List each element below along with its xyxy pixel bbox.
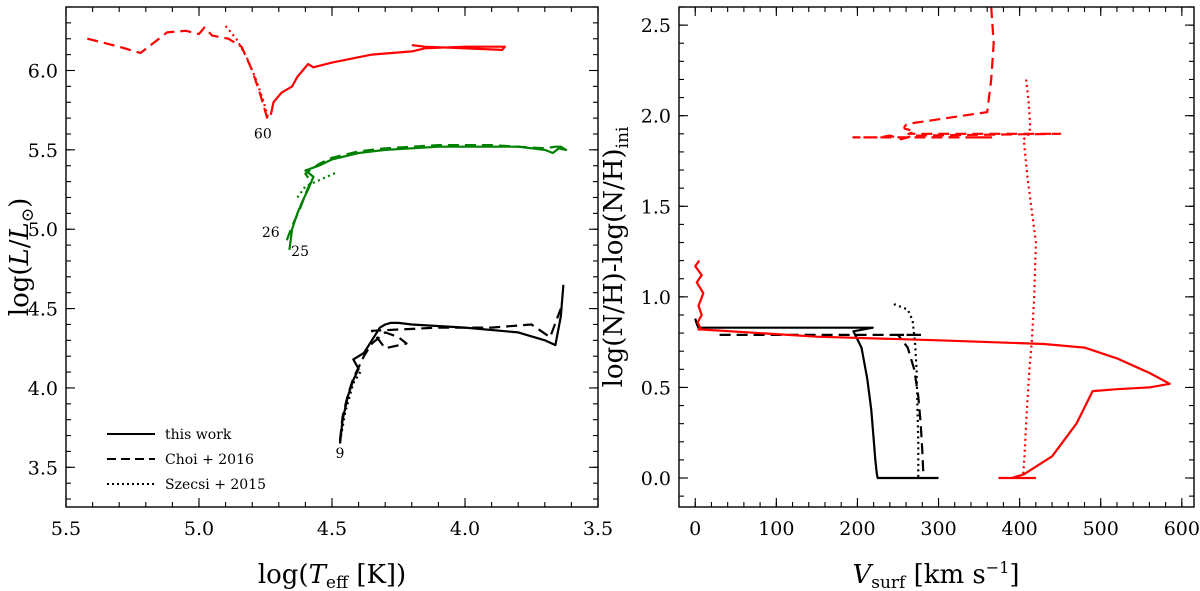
y-tick-label: 4.0 (28, 378, 58, 400)
series-9-this-work (694, 318, 939, 480)
right-y-axis-label: log(N/H)-log(N/H)ini (599, 126, 633, 387)
right-panel: 0 100 200 300 400 500 600 0.0 0.5 1.0 1.5 2.0 2.5 Vs… (599, 6, 1200, 591)
y-tick-label: 5.0 (28, 219, 58, 241)
mass-label-26: 26 (262, 225, 280, 241)
right-plot-frame (678, 6, 1195, 508)
left-plot-frame (65, 6, 599, 508)
mass-label-60: 60 (254, 127, 272, 143)
series-9-choi (719, 333, 925, 479)
y-tick-label: 1.0 (641, 287, 671, 309)
x-tick-label: 4.0 (450, 518, 480, 540)
y-tick-label: 0.0 (641, 468, 671, 490)
series-60-szecsi (1021, 79, 1038, 479)
left-mass-labels: 60 26 25 9 (254, 127, 345, 462)
y-tick-label: 3.5 (28, 457, 58, 479)
series-60-choi (87, 26, 270, 122)
y-tick-label: 2.0 (641, 106, 671, 128)
left-ticks: 5.5 5.0 4.5 4.0 3.5 3.5 4.0 4.5 5.0 5.5 6.0 (28, 6, 613, 540)
right-curves (694, 6, 1171, 480)
legend: this work Choi + 2016 Szecsi + 2015 (107, 427, 266, 493)
x-tick-label: 600 (1164, 518, 1200, 540)
right-x-axis-label: Vsurf [km s−1] (852, 558, 1019, 591)
series-9-this-work (338, 284, 565, 444)
x-tick-label: 300 (920, 518, 956, 540)
y-tick-label: 6.0 (28, 60, 58, 82)
y-tick-label: 1.5 (641, 196, 671, 218)
x-tick-label: 5.5 (51, 518, 81, 540)
y-tick-label: 5.5 (28, 140, 58, 162)
series-60-choi (852, 6, 1062, 141)
x-tick-label: 0 (689, 518, 701, 540)
left-panel: 5.5 5.0 4.5 4.0 3.5 3.5 4.0 4.5 5.0 5.5 6.0 60 26 25… (5, 6, 613, 591)
left-y-axis-label: log(L/L⊙) (5, 198, 38, 316)
legend-label-choi: Choi + 2016 (165, 452, 254, 468)
series-26-this-work (288, 145, 568, 251)
series-60-this-work (269, 44, 506, 116)
series-9-szecsi (338, 369, 363, 443)
series-26-szecsi (296, 171, 338, 199)
x-tick-label: 200 (839, 518, 875, 540)
left-x-axis-label: log(Teff [K]) (258, 560, 406, 591)
y-tick-label: 2.5 (641, 15, 671, 37)
y-tick-label: 0.5 (641, 377, 671, 399)
x-tick-label: 3.5 (583, 518, 613, 540)
series-26-choi (285, 144, 567, 241)
series-60-this-work (694, 259, 1171, 480)
mass-label-25: 25 (291, 244, 309, 260)
series-9-choi (338, 308, 562, 441)
y-tick-label: 4.5 (28, 299, 58, 321)
x-tick-label: 100 (758, 518, 794, 540)
left-curves (87, 25, 568, 444)
legend-label-this-work: this work (165, 427, 232, 443)
x-tick-label: 4.5 (317, 518, 347, 540)
legend-label-szecsi: Szecsi + 2015 (165, 477, 266, 493)
series-9-szecsi (893, 303, 920, 478)
mass-label-9: 9 (336, 446, 345, 462)
x-tick-label: 400 (1001, 518, 1037, 540)
right-ticks: 0 100 200 300 400 500 600 0.0 0.5 1.0 1.5 2.0 2.5 (641, 6, 1200, 540)
x-tick-label: 5.0 (184, 518, 214, 540)
x-tick-label: 500 (1083, 518, 1119, 540)
